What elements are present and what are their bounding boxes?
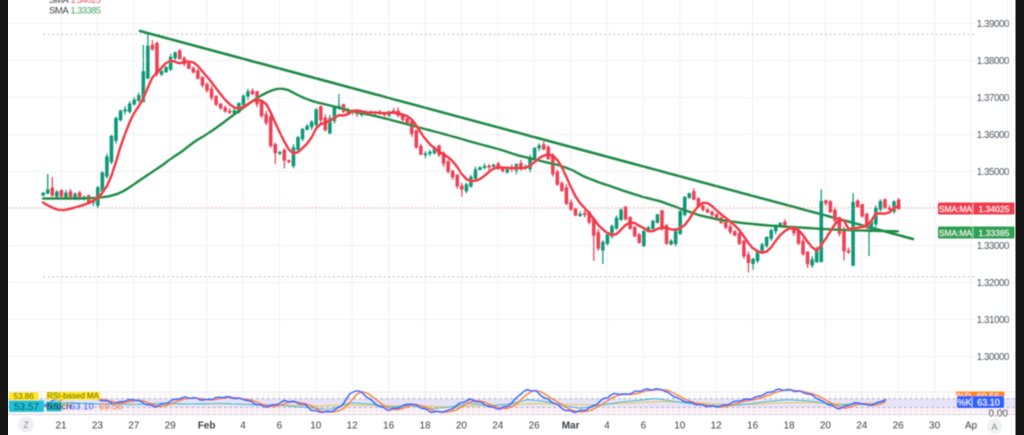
svg-text:10: 10 bbox=[674, 421, 686, 432]
svg-text:RSI-based MA: RSI-based MA bbox=[47, 391, 100, 400]
svg-text:1.32000: 1.32000 bbox=[977, 278, 1010, 289]
svg-text:1.36000: 1.36000 bbox=[977, 130, 1010, 141]
svg-text:1.33385: 1.33385 bbox=[71, 6, 101, 16]
svg-text:%D: %D bbox=[957, 392, 972, 402]
svg-text:24: 24 bbox=[492, 421, 504, 432]
svg-text:21: 21 bbox=[55, 421, 67, 432]
svg-text:1.33385: 1.33385 bbox=[978, 228, 1009, 238]
svg-text:1.30000: 1.30000 bbox=[977, 352, 1010, 363]
svg-text:20: 20 bbox=[456, 421, 468, 432]
svg-text:%K: %K bbox=[957, 398, 971, 408]
svg-text:29: 29 bbox=[165, 421, 177, 432]
svg-text:RSI: RSI bbox=[46, 402, 61, 412]
svg-text:12: 12 bbox=[347, 421, 359, 432]
svg-text:53.57: 53.57 bbox=[14, 402, 39, 413]
svg-text:A: A bbox=[991, 422, 997, 432]
svg-text:30: 30 bbox=[929, 421, 941, 432]
svg-text:63.10: 63.10 bbox=[977, 398, 1000, 408]
svg-text:1.31000: 1.31000 bbox=[977, 315, 1010, 326]
svg-text:1.35000: 1.35000 bbox=[977, 167, 1010, 178]
svg-text:Ap: Ap bbox=[965, 421, 978, 432]
svg-text:1.33000: 1.33000 bbox=[977, 241, 1010, 252]
svg-text:26: 26 bbox=[893, 421, 905, 432]
svg-text:1.37000: 1.37000 bbox=[977, 93, 1010, 104]
svg-text:SMA:MA: SMA:MA bbox=[939, 228, 972, 238]
svg-text:20: 20 bbox=[820, 421, 832, 432]
svg-text:16: 16 bbox=[383, 421, 395, 432]
svg-text:69.56: 69.56 bbox=[977, 392, 1000, 402]
svg-text:6: 6 bbox=[641, 421, 647, 432]
svg-text:26: 26 bbox=[529, 421, 541, 432]
svg-text:1.34025: 1.34025 bbox=[71, 0, 101, 5]
svg-text:1.34025: 1.34025 bbox=[978, 204, 1009, 214]
svg-text:10: 10 bbox=[310, 421, 322, 432]
svg-text:Mar: Mar bbox=[562, 421, 580, 432]
svg-text:6: 6 bbox=[277, 421, 283, 432]
svg-text:Z: Z bbox=[23, 420, 29, 430]
svg-text:18: 18 bbox=[419, 421, 431, 432]
svg-text:1.38000: 1.38000 bbox=[977, 56, 1010, 67]
svg-text:1.39000: 1.39000 bbox=[977, 19, 1010, 30]
svg-text:69.56: 69.56 bbox=[99, 402, 123, 413]
svg-text:16: 16 bbox=[747, 421, 759, 432]
svg-text:23: 23 bbox=[92, 421, 104, 432]
svg-text:63.10: 63.10 bbox=[70, 402, 94, 413]
svg-text:53.86: 53.86 bbox=[14, 392, 35, 401]
svg-text:4: 4 bbox=[240, 421, 246, 432]
svg-text:4: 4 bbox=[604, 421, 610, 432]
svg-text:SMA: SMA bbox=[49, 6, 69, 17]
svg-text:Stoch: Stoch bbox=[47, 402, 71, 413]
svg-text:18: 18 bbox=[783, 421, 795, 432]
svg-text:24: 24 bbox=[856, 421, 868, 432]
svg-text:0.00: 0.00 bbox=[989, 409, 1009, 420]
svg-text:Feb: Feb bbox=[198, 421, 216, 432]
svg-text:SMA: SMA bbox=[49, 0, 69, 6]
svg-text:12: 12 bbox=[711, 421, 723, 432]
svg-text:SMA:MA: SMA:MA bbox=[939, 204, 972, 214]
svg-text:27: 27 bbox=[128, 421, 140, 432]
